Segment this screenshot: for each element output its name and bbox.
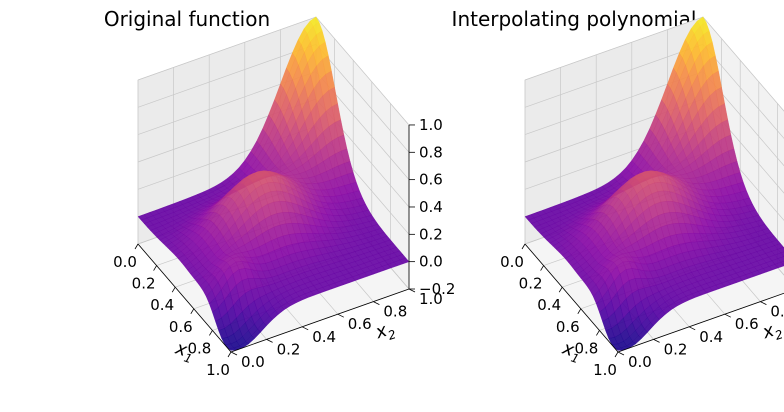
x1-tick-label: 0.0 — [113, 253, 137, 271]
x1-tick-mark — [558, 286, 563, 293]
x2-tick-mark — [724, 313, 731, 318]
x2-tick-label: 0.0 — [241, 353, 265, 371]
x1-tick-label: 0.2 — [132, 275, 156, 293]
x2-tick-mark — [337, 313, 344, 318]
z-tick-label: 1.0 — [419, 116, 443, 134]
x1-tick-label: 1.0 — [593, 361, 617, 379]
surface-plot — [137, 16, 410, 351]
x1-tick-label: 0.6 — [169, 318, 193, 336]
x1-tick-mark — [171, 286, 176, 293]
x1-tick-label: 0.2 — [519, 275, 543, 293]
x2-tick-mark — [653, 339, 660, 343]
x2-axis-label: x2 — [759, 318, 784, 347]
x2-tick-label: 0.8 — [770, 303, 784, 321]
panel-interpolating-polynomial: Interpolating polynomial 0.0 0.2 0.4 0.6 0.8… — [452, 7, 784, 379]
z-tick-label: 0.4 — [419, 198, 443, 216]
x1-tick-mark — [190, 308, 195, 315]
x2-tick-label: 0.2 — [277, 340, 301, 358]
x2-tick-mark — [266, 339, 273, 343]
x2-tick-label: 0.6 — [735, 315, 759, 333]
axes — [524, 243, 784, 353]
panel-title: Interpolating polynomial — [452, 7, 697, 31]
z-tick-label: 0.8 — [419, 143, 443, 161]
x1-tick-label: 0.4 — [537, 296, 561, 314]
x2-tick-mark — [373, 301, 380, 305]
x1-tick-label: 0.8 — [574, 339, 598, 357]
x2-axis-line — [230, 288, 410, 353]
x1-axis-line — [137, 243, 232, 353]
x2-tick-label: 1.0 — [419, 290, 443, 308]
x1-tick-mark — [521, 243, 526, 250]
x2-tick-mark — [617, 351, 625, 356]
x1-tick-mark — [577, 308, 582, 315]
x1-tick-mark — [209, 330, 213, 336]
panel-title: Original function — [104, 7, 270, 31]
x2-tick-label: 0.6 — [348, 315, 372, 333]
x1-tick-label: 0.4 — [150, 296, 174, 314]
x2-tick-label: 0.0 — [628, 353, 652, 371]
x2-tick-label: 0.2 — [664, 340, 688, 358]
x1-tick-mark — [614, 351, 619, 358]
x2-axis-label: x2 — [372, 318, 398, 347]
x1-axis-line — [524, 243, 619, 353]
x1-tick-label: 0.6 — [556, 318, 580, 336]
x1-tick-mark — [540, 265, 544, 271]
x2-tick-label: 0.8 — [383, 303, 407, 321]
x1-tick-mark — [227, 351, 232, 358]
z-tick-label: 0.2 — [419, 225, 443, 243]
x2-tick-mark — [689, 326, 696, 331]
panel-original-function: Original function 0.0 0.2 0.4 0.6 0.8 1.0 0.0 0… — [104, 7, 456, 379]
x2-axis-line — [617, 292, 784, 353]
x2-tick-mark — [230, 351, 238, 356]
z-tick-label: 0.0 — [419, 253, 443, 271]
x2-tick-label: 0.4 — [699, 328, 723, 346]
x1-tick-mark — [596, 330, 600, 336]
x1-tick-label: 1.0 — [206, 361, 230, 379]
surface-plot — [524, 16, 784, 351]
x2-tick-mark — [408, 288, 416, 293]
x1-tick-mark — [153, 265, 157, 271]
x2-tick-mark — [760, 301, 767, 305]
x2-tick-label: 0.4 — [312, 328, 336, 346]
z-tick-label: −0.2 — [419, 280, 455, 298]
x1-tick-label: 0.8 — [187, 339, 211, 357]
tick-labels: 0.00.20.40.60.81.00.00.20.40.60.81.0−0.2… — [500, 243, 784, 379]
x1-tick-mark — [134, 243, 139, 250]
x1-tick-label: 0.0 — [500, 253, 524, 271]
x2-tick-mark — [302, 326, 309, 331]
z-tick-label: 0.6 — [419, 171, 443, 189]
